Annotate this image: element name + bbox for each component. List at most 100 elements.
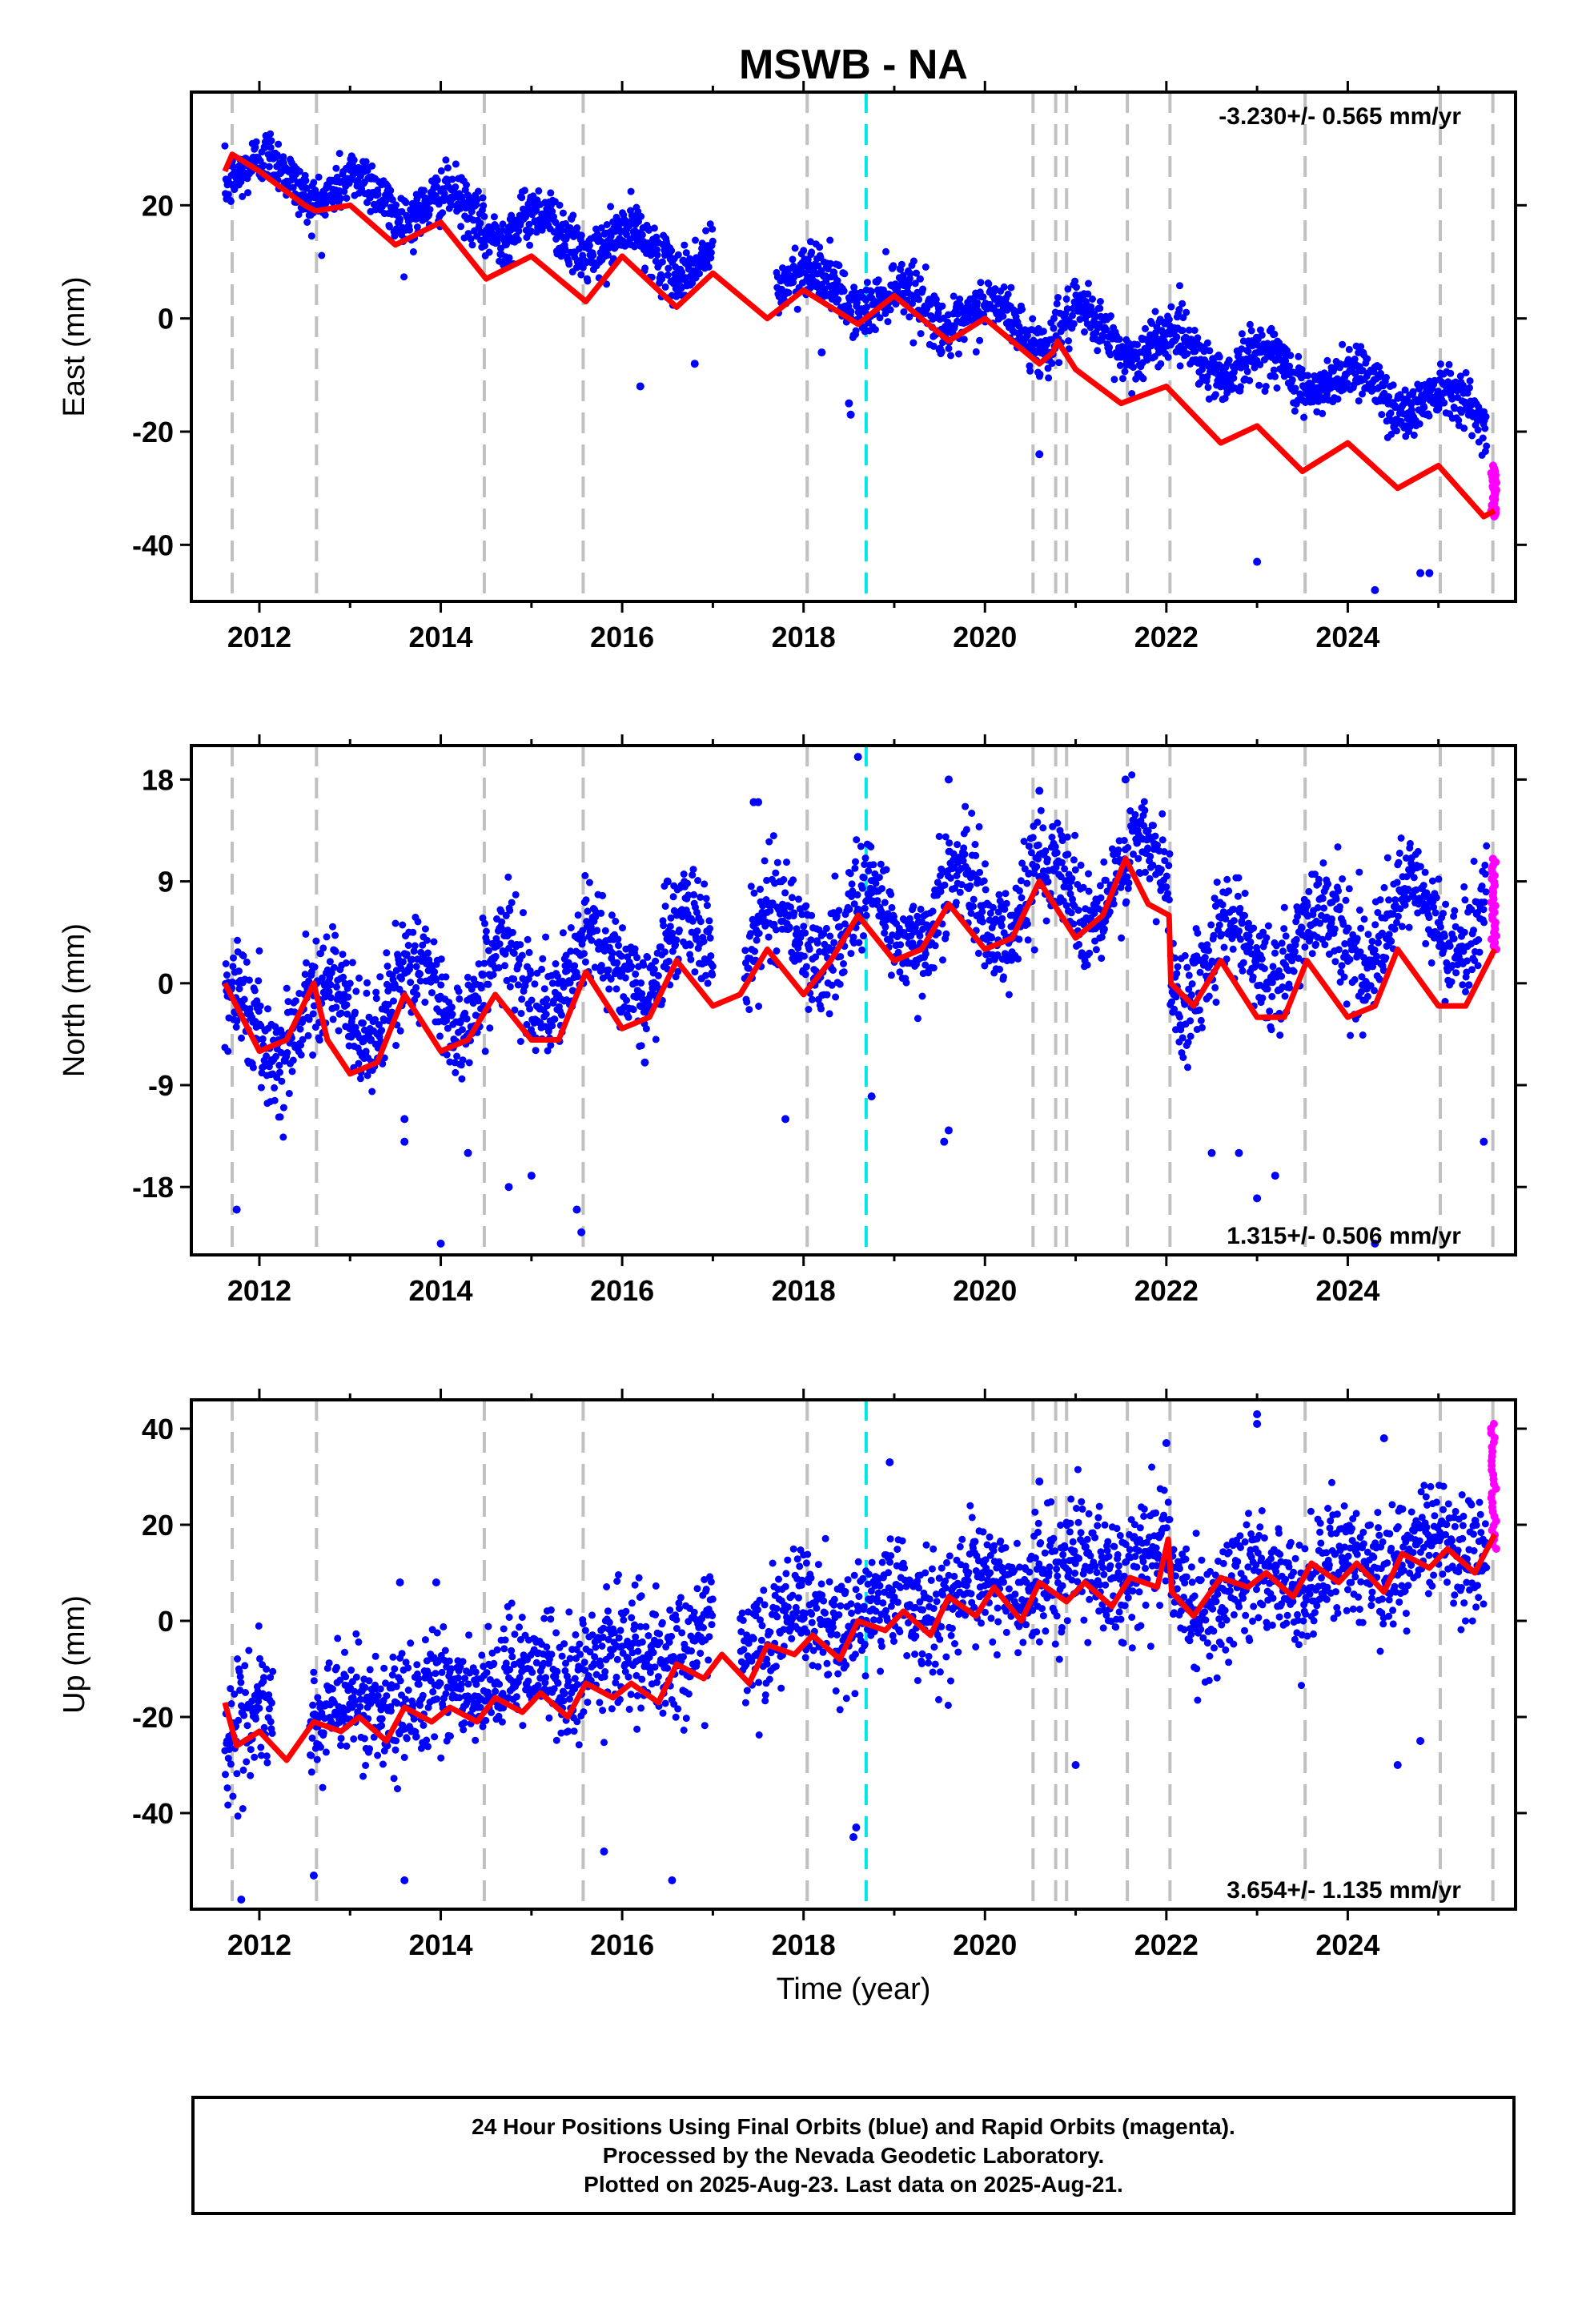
outlier-point — [885, 1458, 894, 1466]
outlier-point — [504, 1183, 513, 1192]
outlier-point — [527, 1172, 536, 1180]
x-tick-label: 2024 — [1315, 1928, 1379, 1961]
outlier-point — [436, 1239, 445, 1248]
rapid-orbit-point — [1489, 1420, 1498, 1428]
outlier-point — [781, 1115, 790, 1124]
outlier-point — [846, 410, 855, 419]
y-tick-label: 20 — [142, 189, 174, 222]
x-tick-label: 2018 — [772, 1274, 836, 1307]
outlier-point — [853, 753, 862, 762]
outlier-point — [640, 1058, 649, 1067]
x-tick-label: 2020 — [953, 621, 1017, 653]
outlier-point — [1480, 1137, 1488, 1146]
x-tick-label: 2012 — [227, 1928, 291, 1961]
outlier-point — [1035, 786, 1044, 795]
outlier-point — [232, 1205, 241, 1214]
panel-north: 2012 2014 2016 2018 2020 2022 2024 -18 -9 0 9 18 Nor… — [58, 734, 1527, 1307]
rapid-orbit-points — [1487, 1420, 1500, 1553]
y-axis-label: Up (mm) — [58, 1595, 91, 1714]
caption-line-2: Processed by the Nevada Geodetic Laborat… — [602, 2142, 1105, 2168]
outlier-point — [572, 1205, 581, 1214]
y-tick-label: 18 — [142, 763, 174, 796]
outlier-point — [867, 1092, 876, 1101]
outlier-point — [1162, 1439, 1170, 1447]
outlier-point — [845, 399, 853, 408]
caption-line-1: 24 Hour Positions Using Final Orbits (bl… — [472, 2113, 1235, 2139]
rapid-orbit-points — [1487, 854, 1501, 954]
y-tick-label: 0 — [158, 967, 174, 1000]
x-tick-label: 2022 — [1134, 621, 1199, 653]
panels: 2012 2014 2016 2018 2020 2022 2024-40-20020Eas… — [58, 81, 1527, 2006]
outlier-point — [1235, 1148, 1243, 1157]
outlier-point — [690, 360, 699, 368]
outlier-point — [1035, 450, 1044, 459]
plot-area-east — [221, 92, 1501, 601]
outlier-point — [1253, 1420, 1262, 1428]
outlier-point — [754, 798, 763, 806]
outlier-point — [400, 1876, 409, 1884]
outlier-point — [600, 1848, 608, 1856]
x-tick-label: 2024 — [1315, 621, 1379, 653]
outlier-point — [1253, 1410, 1262, 1418]
y-tick-label: -18 — [132, 1171, 174, 1204]
outlier-point — [1393, 1761, 1402, 1769]
x-tick-label: 2020 — [953, 1274, 1017, 1307]
x-tick-label: 2024 — [1315, 1274, 1379, 1307]
outlier-point — [309, 1872, 318, 1880]
y-tick-label: 20 — [142, 1509, 174, 1542]
x-axis-label: Time (year) — [777, 1972, 931, 2006]
x-tick-label: 2012 — [227, 1274, 291, 1307]
outlier-point — [1416, 1737, 1425, 1745]
x-tick-label: 2014 — [408, 1274, 472, 1307]
outlier-point — [1253, 557, 1262, 566]
y-tick-label: -40 — [132, 1797, 174, 1830]
outlier-point — [1071, 1761, 1080, 1769]
y-tick-label: -20 — [132, 1701, 174, 1734]
x-tick-label: 2020 — [953, 1928, 1017, 1961]
outlier-point — [636, 382, 644, 391]
outlier-point — [237, 1896, 246, 1904]
x-tick-label: 2022 — [1134, 1274, 1199, 1307]
outlier-point — [852, 1823, 861, 1831]
rapid-orbit-points — [1487, 461, 1501, 521]
x-tick-label: 2016 — [590, 621, 654, 653]
outlier-point — [1379, 1434, 1388, 1442]
x-tick-label: 2016 — [590, 1928, 654, 1961]
outlier-point — [432, 1578, 440, 1586]
x-tick-label: 2022 — [1134, 1928, 1199, 1961]
y-tick-label: -9 — [148, 1069, 174, 1102]
outlier-point — [1253, 1194, 1262, 1203]
x-tick-label: 2014 — [408, 1928, 472, 1961]
y-tick-label: -20 — [132, 416, 174, 448]
outlier-point — [817, 348, 826, 357]
outlier-point — [940, 1137, 949, 1146]
final-orbit-series — [221, 130, 1491, 459]
y-tick-label: 9 — [158, 866, 174, 899]
caption-line-3: Plotted on 2025-Aug-23. Last data on 202… — [584, 2171, 1123, 2197]
figure-title: MSWB - NA — [739, 42, 968, 88]
x-tick-label: 2014 — [408, 621, 472, 653]
y-tick-label: 0 — [158, 303, 174, 336]
outlier-point — [400, 1115, 409, 1124]
final-orbit-points — [221, 130, 1491, 594]
y-tick-label: -40 — [132, 529, 174, 561]
outlier-point — [1416, 569, 1425, 577]
x-tick-label: 2018 — [772, 621, 836, 653]
final-orbit-series — [221, 1463, 1491, 1820]
outlier-point — [944, 1126, 953, 1135]
y-axis-label: East (mm) — [58, 276, 91, 416]
outlier-point — [1035, 1478, 1044, 1486]
outlier-point — [668, 1876, 677, 1884]
rate-label: 3.654+/- 1.135 mm/yr — [1227, 1877, 1461, 1904]
model-fit-curve — [222, 151, 1496, 520]
final-orbit-series — [221, 771, 1491, 1141]
rate-label: -3.230+/- 0.565 mm/yr — [1219, 103, 1461, 130]
panel-frame — [190, 744, 1517, 1256]
rate-label: 1.315+/- 0.506 mm/yr — [1227, 1223, 1461, 1249]
plot-area-up — [221, 1400, 1500, 1909]
plot-area-north — [221, 746, 1501, 1255]
outlier-point — [1121, 775, 1130, 784]
outlier-point — [1207, 1148, 1216, 1157]
rapid-orbit-point — [1488, 461, 1497, 470]
